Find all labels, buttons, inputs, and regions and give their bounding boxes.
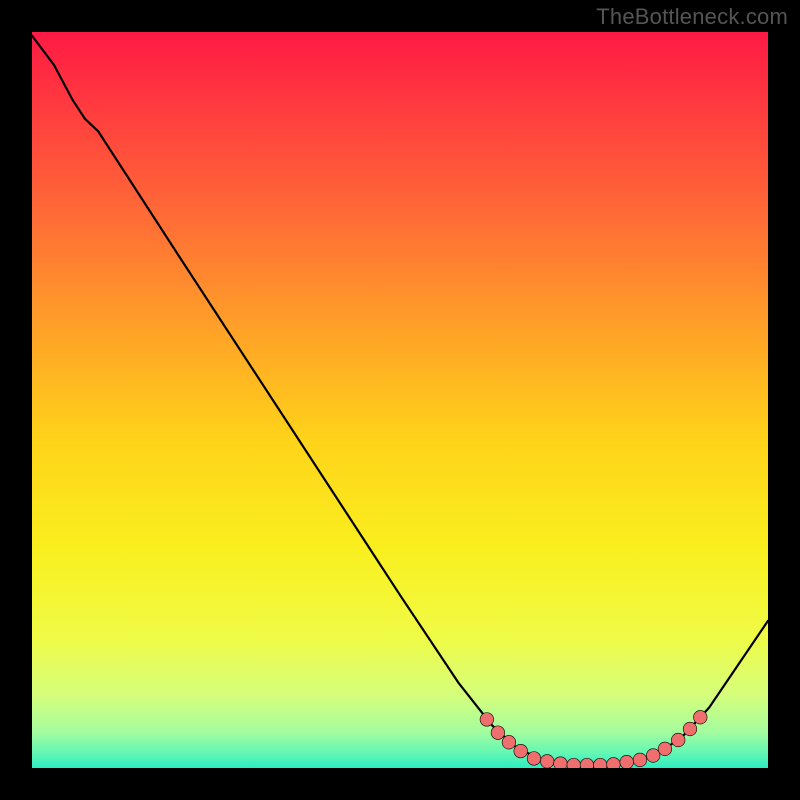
curve-marker — [658, 742, 672, 756]
curve-marker — [683, 722, 697, 736]
gradient-background — [32, 32, 768, 768]
curve-marker — [527, 752, 541, 766]
curve-marker — [554, 757, 568, 768]
chart-frame: TheBottleneck.com — [0, 0, 800, 800]
plot-area — [32, 32, 768, 768]
chart-svg — [32, 32, 768, 768]
watermark-text: TheBottleneck.com — [596, 4, 788, 30]
curve-marker — [693, 710, 707, 724]
curve-marker — [633, 753, 647, 767]
curve-marker — [502, 735, 516, 749]
curve-marker — [540, 755, 554, 768]
curve-marker — [514, 744, 528, 758]
curve-marker — [607, 758, 621, 768]
curve-marker — [480, 713, 494, 727]
curve-marker — [646, 749, 660, 763]
curve-marker — [620, 755, 634, 768]
curve-marker — [491, 726, 505, 740]
curve-marker — [671, 733, 685, 747]
